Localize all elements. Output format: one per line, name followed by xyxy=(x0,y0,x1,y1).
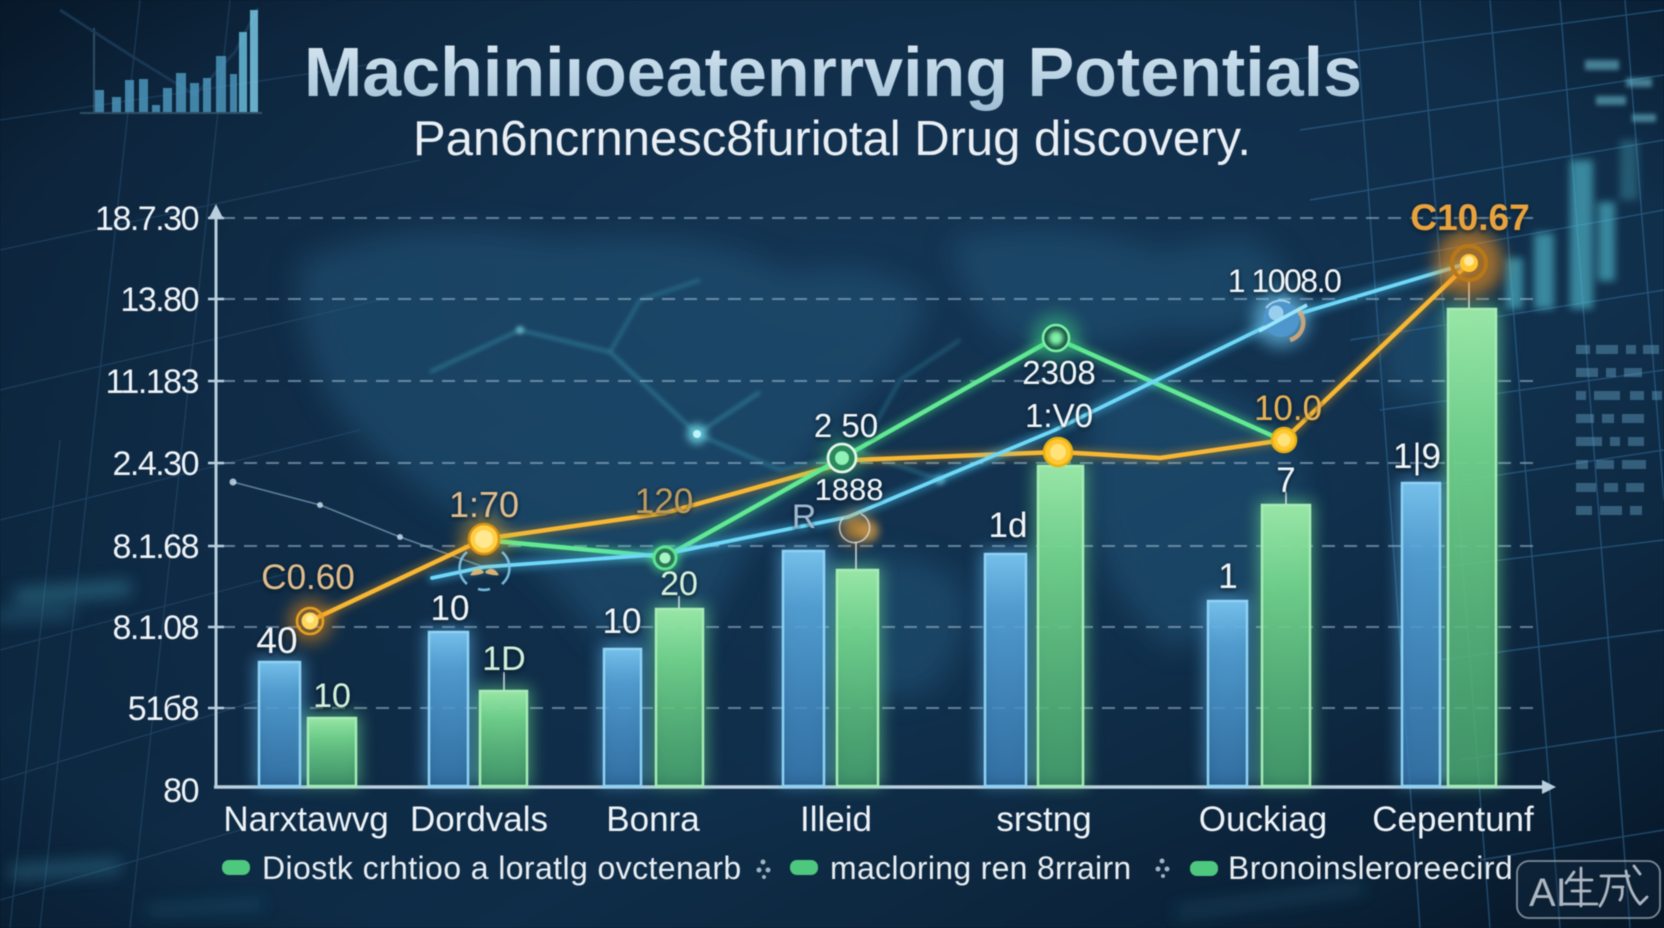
svg-text:10: 10 xyxy=(603,602,642,641)
svg-text:1:70: 1:70 xyxy=(449,484,519,525)
svg-text:11.183: 11.183 xyxy=(106,363,199,401)
svg-text:40: 40 xyxy=(256,620,297,661)
svg-text:Cepentunf: Cepentunf xyxy=(1372,800,1534,839)
svg-text:1D: 1D xyxy=(482,640,525,678)
svg-text:Machiniıoeatenrrving Potential: Machiniıoeatenrrving Potentials xyxy=(304,33,1362,111)
svg-text:7: 7 xyxy=(1276,461,1295,500)
svg-text:Bonra: Bonra xyxy=(606,800,700,839)
svg-text:20: 20 xyxy=(660,565,698,603)
svg-text:10.0: 10.0 xyxy=(1254,389,1322,428)
svg-text:Ouckiag: Ouckiag xyxy=(1199,800,1327,839)
svg-text:C0.60: C0.60 xyxy=(261,558,354,597)
svg-text:macloring ren 8rrairn: macloring ren 8rrairn xyxy=(830,850,1132,886)
svg-text:10: 10 xyxy=(431,589,470,628)
svg-text:1d: 1d xyxy=(989,506,1028,545)
svg-text:1|9: 1|9 xyxy=(1393,437,1441,476)
svg-text:Diostk crhtioo a loratlg ovcte: Diostk crhtioo a loratlg ovctenarb xyxy=(262,850,742,886)
svg-text:10: 10 xyxy=(313,677,351,715)
svg-text:srstng: srstng xyxy=(996,800,1091,839)
svg-text:1 1008.0: 1 1008.0 xyxy=(1228,263,1341,299)
svg-text:Pan6ncrnnesc8furiotal Drug dis: Pan6ncrnnesc8furiotal Drug discovery. xyxy=(413,112,1251,166)
svg-text:C10.67: C10.67 xyxy=(1410,197,1529,238)
svg-text:Dordvals: Dordvals xyxy=(410,800,548,839)
svg-text:51б8: 51б8 xyxy=(128,690,199,728)
svg-text:2308: 2308 xyxy=(1022,354,1095,391)
svg-text:2.4.30: 2.4.30 xyxy=(112,445,198,483)
svg-text:18.7.30: 18.7.30 xyxy=(95,200,199,238)
svg-text:1888: 1888 xyxy=(815,472,884,507)
svg-text:R: R xyxy=(792,498,817,536)
svg-text:2 50: 2 50 xyxy=(814,407,878,444)
svg-text:8.1.68: 8.1.68 xyxy=(112,528,198,566)
svg-text:80: 80 xyxy=(163,772,198,810)
svg-text:Bronoinsleroreecird: Bronoinsleroreecird xyxy=(1228,850,1513,886)
svg-text:1:V0: 1:V0 xyxy=(1025,397,1093,434)
svg-text:Narxtawvg: Narxtawvg xyxy=(223,800,388,839)
svg-text:AI: AI xyxy=(1529,871,1567,915)
svg-text:13.80: 13.80 xyxy=(120,281,198,319)
svg-text:8.1.08: 8.1.08 xyxy=(112,609,198,647)
svg-text:1: 1 xyxy=(1218,557,1237,596)
svg-text:120: 120 xyxy=(635,482,693,521)
svg-text:Illeid: Illeid xyxy=(800,800,872,839)
